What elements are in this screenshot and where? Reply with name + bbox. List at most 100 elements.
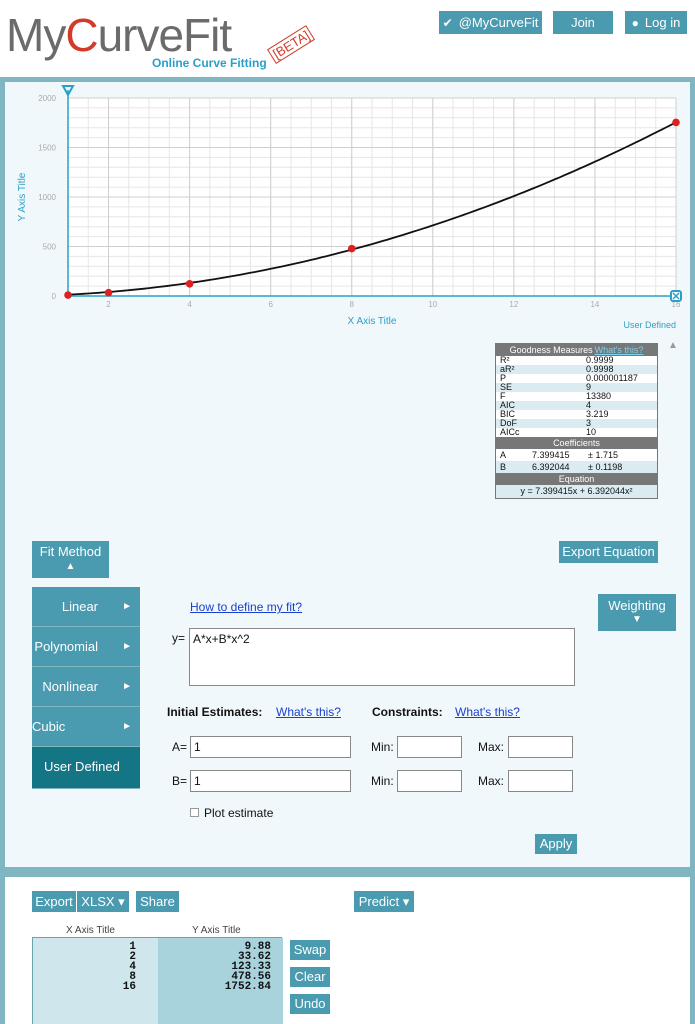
x-cell[interactable]: 8 — [129, 971, 136, 983]
b-max-label: Max: — [478, 774, 505, 788]
y-axis-title[interactable]: Y Axis Title — [17, 172, 28, 221]
x-tick-label: 6 — [268, 300, 273, 309]
x-tick-label: 16 — [672, 300, 681, 309]
x-axis-handle-cross-icon — [672, 292, 680, 300]
twitter-icon: ✔ — [442, 16, 453, 30]
apply-button[interactable]: Apply — [535, 834, 577, 854]
data-point[interactable] — [347, 244, 356, 253]
b-min-input[interactable] — [397, 770, 462, 792]
y-cell[interactable]: 33.62 — [237, 951, 271, 963]
collapse-stats-icon[interactable]: ▲ — [668, 340, 678, 351]
a-max-label: Max: — [478, 740, 505, 754]
export-equation-button[interactable]: Export Equation — [559, 541, 658, 563]
data-point[interactable] — [672, 118, 680, 127]
fit-type-label: User Defined — [623, 320, 676, 330]
measure-name: DoF — [500, 418, 518, 428]
method-user-defined[interactable]: User Defined — [32, 747, 140, 789]
y-cell[interactable]: 123.33 — [231, 961, 271, 973]
data-point[interactable] — [104, 288, 113, 297]
goodness-whats-this-link[interactable]: What's this? — [594, 345, 644, 355]
x-tick-label: 12 — [509, 300, 518, 309]
x-column[interactable]: 1 2 4 8 16 — [33, 938, 158, 1024]
constraints-whats-this-link[interactable]: What's this? — [455, 705, 520, 719]
estimates-whats-this-link[interactable]: What's this? — [276, 705, 341, 719]
x-tick-label: 2 — [106, 300, 111, 309]
coefficients-list: A 7.399415 ± 1.715 B 6.392044 ± 0.1198 — [496, 449, 657, 473]
fit-method-arrow-icon: ▲ — [65, 561, 76, 572]
measures-list: R² 0.9999 aR² 0.9998 P 0.000001187 SE 9 F 13380 AI… — [496, 356, 657, 437]
y-cell[interactable]: 1752.84 — [224, 981, 271, 993]
measure-row: aR² 0.9998 — [496, 365, 657, 374]
measure-row: BIC 3.219 — [496, 410, 657, 419]
coefficient-row: B 6.392044 ± 0.1198 — [496, 461, 657, 473]
clear-button[interactable]: Clear — [290, 967, 330, 987]
x-tick-label: 4 — [187, 300, 192, 309]
measure-name: R² — [500, 355, 510, 365]
chevron-right-icon: ► — [122, 721, 132, 732]
logo-subtitle: Online Curve Fitting — [152, 56, 267, 70]
measure-value: 0.9999 — [586, 355, 614, 365]
x-cell[interactable]: 4 — [129, 961, 136, 973]
measure-value: 10 — [586, 427, 597, 437]
xlsx-dropdown[interactable]: XLSX ▾ — [77, 891, 129, 912]
data-point[interactable] — [185, 279, 194, 288]
b-label: B= — [172, 774, 188, 788]
how-to-define-link[interactable]: How to define my fit? — [190, 600, 303, 614]
plot-estimate-checkbox[interactable] — [190, 808, 199, 817]
b-max-input[interactable] — [508, 770, 573, 792]
measure-value: 0.9998 — [586, 364, 614, 374]
export-button[interactable]: Export — [32, 891, 76, 912]
measure-row: P 0.000001187 — [496, 374, 657, 383]
x-axis-title[interactable]: X Axis Title — [348, 316, 397, 327]
a-min-input[interactable] — [397, 736, 462, 758]
measure-value: 4 — [586, 400, 592, 410]
a-label: A= — [172, 740, 188, 754]
y-column-header: Y Axis Title — [192, 925, 241, 936]
a-max-input[interactable] — [508, 736, 573, 758]
curve-chart[interactable]: 2 4 6 8 10 12 14 16 0 500 1000 1500 2000 X Axis Title… — [0, 82, 695, 342]
y-axis-handle-icon[interactable] — [61, 85, 75, 98]
predict-dropdown[interactable]: Predict ▾ — [354, 891, 414, 912]
equation-header: Equation — [496, 473, 657, 485]
measure-row: DoF 3 — [496, 419, 657, 428]
a-estimate-input[interactable]: 1 — [190, 736, 351, 758]
x-cell[interactable]: 1 — [129, 941, 136, 953]
share-button[interactable]: Share — [136, 891, 179, 912]
y-column[interactable]: 9.88 33.62 123.33 478.56 1752.84 — [158, 938, 283, 1024]
goodness-header: Goodness Measures What's this? — [496, 344, 657, 356]
method-nonlinear[interactable]: Nonlinear ► — [32, 667, 140, 707]
formula-input[interactable]: A*x+B*x^2 — [189, 628, 575, 686]
weighting-button[interactable]: Weighting ▼ — [598, 594, 676, 631]
coefficient-value: 6.392044 — [532, 462, 570, 472]
measure-value: 9 — [586, 382, 592, 392]
y-tick-label: 0 — [52, 292, 57, 301]
method-linear[interactable]: Linear ► — [32, 587, 140, 627]
b-min-label: Min: — [371, 774, 394, 788]
b-estimate-input[interactable]: 1 — [190, 770, 351, 792]
chevron-right-icon: ► — [122, 681, 132, 692]
login-button[interactable]: ● Log in — [625, 11, 687, 34]
join-button[interactable]: Join — [553, 11, 613, 34]
a-min-label: Min: — [371, 740, 394, 754]
fit-method-button[interactable]: Fit Method ▲ — [32, 541, 109, 578]
method-polynomial[interactable]: Polynomial ► — [32, 627, 140, 667]
y-values: 9.88 33.62 123.33 478.56 1752.84 — [158, 941, 271, 993]
y-equals-label: y= — [172, 631, 186, 645]
measure-row: R² 0.9999 — [496, 356, 657, 365]
data-point[interactable] — [64, 291, 72, 299]
swap-button[interactable]: Swap — [290, 940, 330, 960]
method-cubic-spline[interactable]: Cubic Spline► — [32, 707, 140, 774]
beta-badge: [BETA] — [267, 25, 316, 64]
coefficients-header: Coefficients — [496, 437, 657, 449]
measure-name: SE — [500, 382, 513, 392]
measure-row: F 13380 — [496, 392, 657, 401]
x-cell[interactable]: 2 — [129, 951, 136, 963]
y-cell[interactable]: 478.56 — [231, 971, 271, 983]
undo-button[interactable]: Undo — [290, 994, 330, 1014]
chevron-right-icon: ► — [122, 641, 132, 652]
x-cell[interactable]: 16 — [122, 981, 136, 993]
data-table[interactable]: 1 2 4 8 16 9.88 33.62 123.33 478.56 1752.84 — [32, 937, 283, 1024]
y-cell[interactable]: 9.88 — [244, 941, 271, 953]
equation-text: y = 7.399415x + 6.392044x² — [496, 485, 657, 498]
twitter-button[interactable]: ✔ @MyCurveFit — [439, 11, 542, 34]
